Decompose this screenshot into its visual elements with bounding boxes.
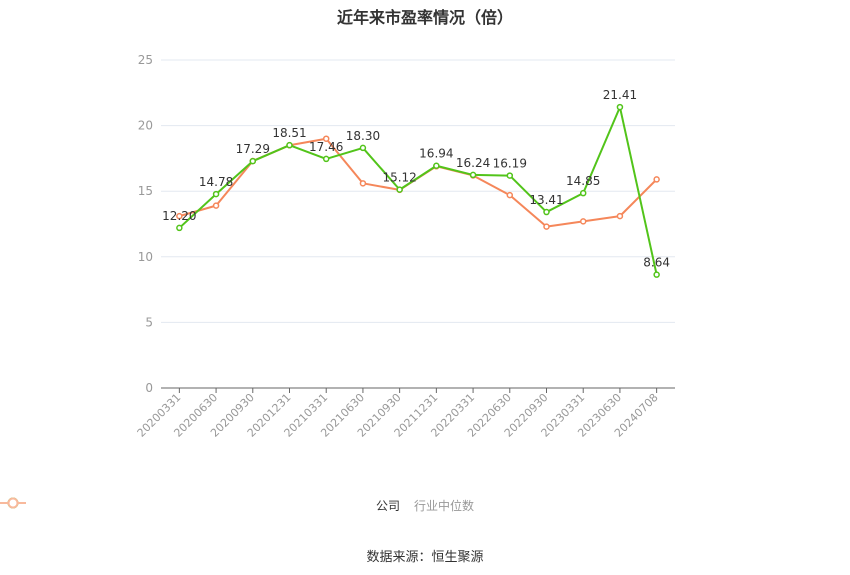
data-label: 16.24 [456, 156, 490, 170]
legend-item-industry[interactable]: 行业中位数 [0, 497, 475, 514]
data-point-company [433, 162, 440, 169]
data-point-company [469, 171, 477, 179]
data-label: 18.51 [272, 126, 306, 140]
data-label: 18.30 [346, 129, 380, 143]
y-tick-label: 0 [145, 381, 153, 395]
data-label: 14.78 [199, 175, 233, 189]
data-point-company [543, 208, 550, 216]
data-label: 16.94 [419, 147, 453, 161]
y-tick-label: 25 [138, 53, 153, 67]
data-label: 14.85 [566, 174, 600, 188]
legend-item-company[interactable]: 公司 [0, 497, 400, 514]
y-tick-label: 20 [138, 119, 153, 133]
data-point-company [176, 224, 183, 232]
data-point-industry [616, 212, 624, 220]
data-point-industry [322, 135, 330, 142]
data-point-company [579, 189, 587, 197]
data-label: 17.46 [309, 140, 343, 154]
y-tick-label: 10 [138, 250, 153, 264]
data-point-industry [212, 202, 220, 209]
data-label: 15.12 [382, 171, 416, 185]
data-point-company [212, 190, 220, 198]
data-point-company [359, 144, 367, 152]
legend-industry-marker-icon [0, 497, 26, 509]
chart-title: 近年来市盈率情况（倍） [336, 8, 513, 27]
data-label: 8.64 [643, 256, 670, 270]
data-label: 13.41 [529, 193, 563, 207]
data-source: 数据来源：恒生聚源 [366, 550, 484, 565]
data-point-company [322, 155, 330, 163]
data-point-industry [506, 191, 514, 199]
legend-label-company: 公司 [375, 499, 400, 513]
data-label: 16.19 [493, 157, 527, 171]
data-point-company [506, 172, 514, 179]
data-point-industry [653, 176, 660, 183]
legend-label-industry: 行业中位数 [414, 499, 475, 513]
data-label: 17.29 [236, 142, 270, 156]
y-tick-label: 15 [138, 184, 153, 198]
series-line-company [178, 106, 658, 275]
data-point-company [653, 271, 660, 278]
data-label: 12.20 [162, 209, 196, 223]
chart-legend: 公司 行业中位数 [0, 497, 850, 514]
data-point-company [616, 103, 624, 111]
data-point-industry [579, 218, 587, 225]
data-point-company [286, 141, 293, 149]
data-point-industry [176, 212, 183, 220]
data-point-company [396, 186, 403, 193]
y-tick-label: 5 [145, 315, 153, 329]
data-point-industry [359, 180, 367, 187]
data-label: 21.41 [603, 88, 637, 102]
data-point-company [249, 157, 257, 165]
data-point-industry [543, 223, 550, 230]
